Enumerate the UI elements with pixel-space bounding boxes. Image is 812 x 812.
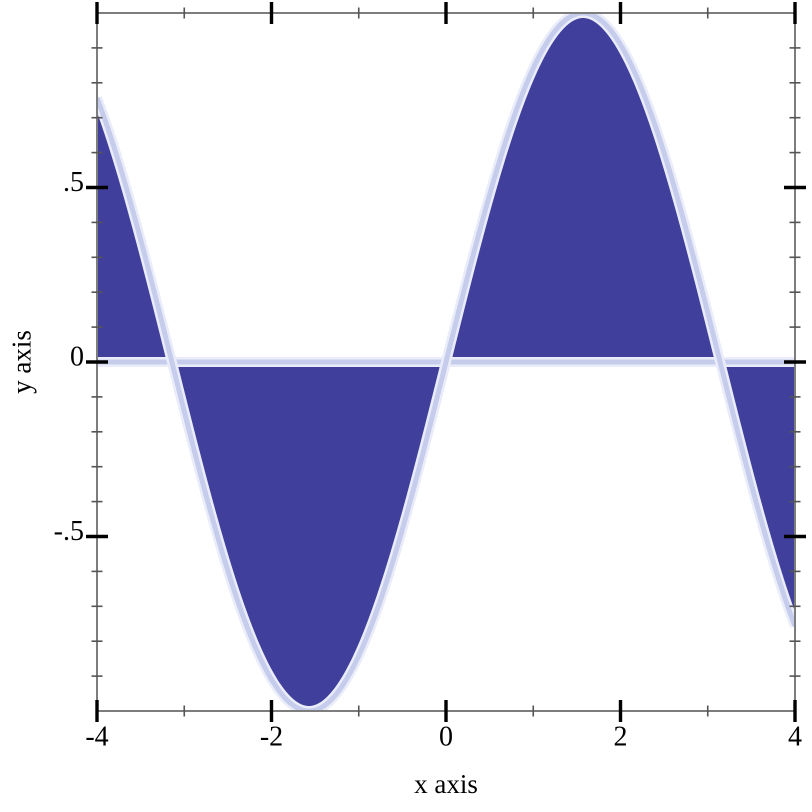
x-tick-label: -4 <box>85 722 108 753</box>
y-axis-label: y axis <box>6 330 37 394</box>
x-tick-label: 4 <box>788 722 802 753</box>
x-axis-label: x axis <box>414 769 478 799</box>
x-tick-label: -2 <box>260 722 283 753</box>
sine-curve <box>97 13 795 711</box>
y-tick-label: 0 <box>70 342 84 373</box>
x-tick-label: 2 <box>614 722 628 753</box>
y-tick-label: .5 <box>63 167 84 198</box>
x-tick-label: 0 <box>439 722 453 753</box>
y-tick-label: -.5 <box>54 516 84 547</box>
